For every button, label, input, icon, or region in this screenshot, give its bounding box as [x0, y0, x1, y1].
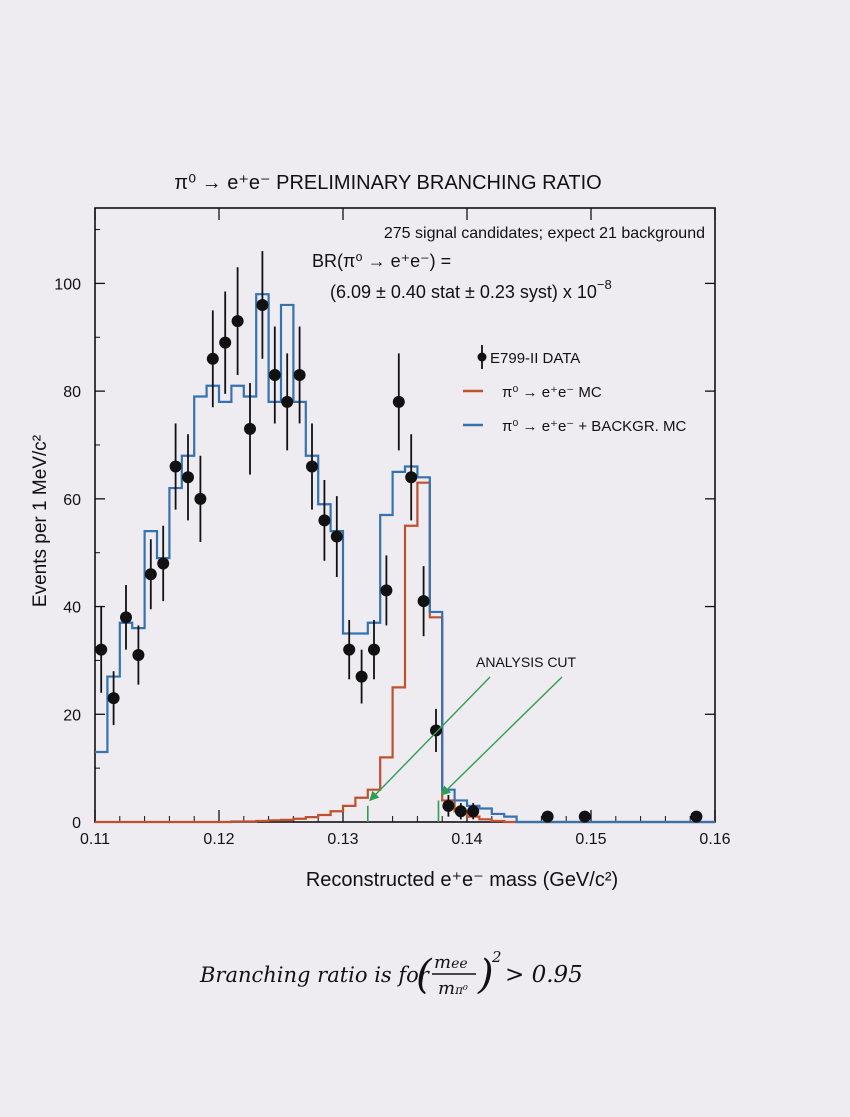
x-tick-label-0: 0.11: [80, 831, 110, 848]
note-numerator-m: m: [434, 952, 451, 973]
data-point-14: [268, 368, 281, 381]
data-point-33: [690, 810, 703, 823]
data-point-27: [430, 724, 442, 737]
data-point-32: [578, 810, 591, 823]
data-point-2: [120, 611, 132, 624]
y-tick-label-0: 0: [72, 815, 81, 832]
data-point-3: [132, 649, 145, 662]
data-point-0: [95, 643, 108, 656]
x-axis: 0.11 0.12 0.13 0.14 0.15 0.16: [80, 208, 731, 848]
annotation-br-mantissa: (6.09 ± 0.40 stat ± 0.23 syst) x 10: [330, 282, 597, 302]
data-point-19: [330, 530, 343, 543]
data-point-12: [244, 422, 256, 435]
analysis-cut: ANALYSIS CUT: [366, 654, 577, 822]
legend-label-2: π⁰ → e⁺e⁻ + BACKGR. MC: [502, 418, 686, 435]
data-point-15: [281, 395, 294, 408]
data-point-21: [355, 670, 368, 683]
x-tick-label-3: 0.14: [451, 831, 482, 848]
data-point-16: [293, 368, 306, 381]
legend: E799-II DATA π⁰ → e⁺e⁻ MC π⁰ → e⁺e⁻ + BACK…: [463, 345, 686, 435]
data-point-8: [194, 492, 207, 505]
y-tick-label-3: 60: [63, 492, 81, 509]
chart-title: π⁰ → e⁺e⁻ PRELIMINARY BRANCHING RATIO: [174, 172, 601, 194]
series-layer: [95, 251, 715, 824]
data-point-28: [442, 799, 455, 812]
data-point-18: [318, 514, 331, 527]
branching-ratio-annotation: 275 signal candidates; expect 21 backgro…: [312, 225, 705, 302]
note-open-paren: (: [416, 952, 433, 998]
x-axis-label: Reconstructed e⁺e⁻ mass (GeV/c²): [306, 869, 618, 891]
data-point-23: [380, 584, 393, 597]
data-point-13: [256, 298, 269, 311]
handwritten-note: Branching ratio is for ( mee mπ⁰ ) 2 > 0…: [199, 948, 583, 999]
note-numerator-sub: ee: [451, 956, 468, 972]
legend-label-0: E799-II DATA: [490, 350, 580, 367]
note-prefix: Branching ratio is for: [199, 963, 431, 987]
note-denominator-sub: π⁰: [454, 983, 468, 997]
data-point-11: [231, 315, 244, 328]
data-point-26: [417, 595, 430, 608]
legend-marker-dot-0: [477, 352, 487, 362]
data-point-17: [306, 460, 318, 473]
x-tick-label-1: 0.12: [203, 831, 234, 848]
annotation-candidates: 275 signal candidates; expect 21 backgro…: [384, 225, 705, 242]
x-tick-label-5: 0.16: [699, 831, 730, 848]
data-point-5: [157, 557, 170, 570]
note-denominator: mπ⁰: [438, 978, 468, 999]
data-point-4: [144, 568, 157, 581]
plot-frame: [94, 207, 716, 823]
note-close-paren: ): [477, 952, 494, 998]
data-point-1: [107, 692, 120, 705]
y-axis-label: Events per 1 MeV/c²: [30, 435, 51, 607]
legend-label-1: π⁰ → e⁺e⁻ MC: [502, 384, 602, 401]
y-tick-label-4: 80: [63, 384, 81, 401]
y-tick-label-5: 100: [54, 276, 81, 293]
analysis-cut-label: ANALYSIS CUT: [476, 654, 577, 670]
y-tick-label-2: 40: [63, 600, 81, 617]
data-point-7: [182, 471, 194, 484]
data-point-29: [454, 805, 467, 818]
data-point-9: [206, 352, 219, 365]
data-point-31: [541, 810, 554, 823]
series-line-0: [95, 481, 715, 824]
annotation-br-exponent: −8: [597, 277, 612, 292]
data-point-25: [405, 471, 418, 484]
annotation-br-value: (6.09 ± 0.40 stat ± 0.23 syst) x 10−8: [330, 277, 612, 302]
data-point-30: [467, 805, 480, 818]
x-tick-label-4: 0.15: [575, 831, 606, 848]
data-point-24: [392, 395, 405, 408]
series-line-1: [95, 293, 715, 824]
note-exponent: 2: [491, 948, 502, 966]
y-axis: 0 20 40 60 80 100: [54, 229, 715, 832]
data-point-22: [368, 643, 380, 656]
y-tick-label-1: 20: [63, 707, 81, 724]
analysis-cut-arrow-2: [440, 676, 563, 796]
note-threshold: > 0.95: [505, 962, 583, 988]
data-point-20: [343, 643, 356, 656]
note-denominator-m: m: [438, 978, 455, 999]
analysis-cut-arrow-1: [369, 676, 491, 802]
data-point-10: [219, 336, 232, 349]
note-numerator: mee: [434, 952, 468, 973]
annotation-br-label: BR(π⁰ → e⁺e⁻) =: [312, 251, 451, 271]
data-point-6: [169, 460, 182, 473]
x-tick-label-2: 0.13: [327, 831, 358, 848]
